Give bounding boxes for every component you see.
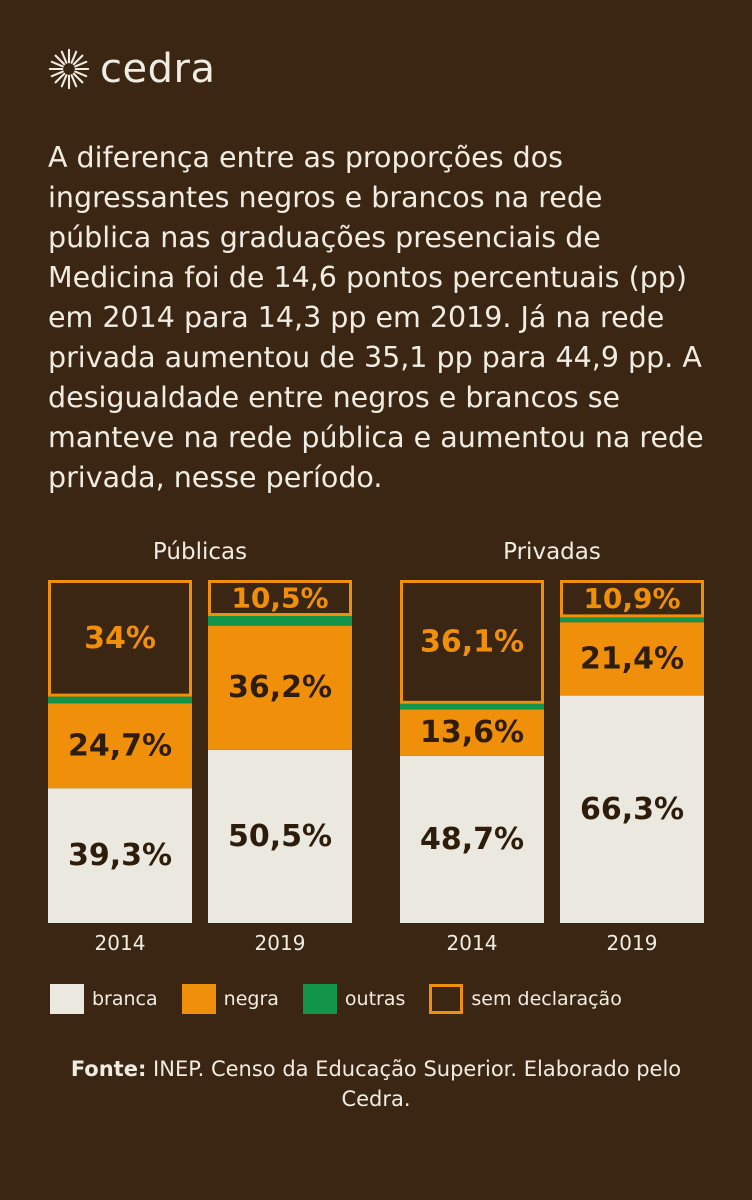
bar-segment-outras — [48, 696, 192, 704]
group-title: Privadas — [503, 539, 601, 565]
bar-segment-outras — [208, 616, 352, 626]
data-label-sem-declaracao: 34% — [84, 621, 156, 656]
legend-label: outras — [344, 988, 406, 1010]
source-note: Fonte: INEP. Censo da Educação Superior.… — [40, 1054, 712, 1114]
source-text: INEP. Censo da Educação Superior. Elabor… — [146, 1057, 682, 1111]
legend-item-outras: outras — [302, 984, 406, 1014]
legend-swatch-outras — [302, 984, 337, 1014]
data-label-negra: 36,2% — [228, 670, 332, 705]
data-label-negra: 24,7% — [68, 728, 172, 763]
data-label-sem-declaracao: 10,5% — [231, 582, 328, 615]
data-label-branca: 48,7% — [420, 822, 524, 857]
legend-item-branca: branca — [50, 984, 158, 1014]
stacked-bar-chart: Públicas 39,3% 24,7% 34% 2014 50,5% 36,2% 10,5%… — [48, 539, 704, 955]
bar-segment-sem-declaracao — [400, 580, 544, 704]
legend-label: branca — [92, 988, 158, 1010]
bar-segment-sem-declaracao — [208, 580, 352, 617]
bar-segment-negra — [48, 703, 192, 789]
data-label-branca: 50,5% — [228, 819, 332, 854]
x-tick-label: 2019 — [607, 931, 658, 955]
intro-paragraph: A diferença entre as proporções dos ingr… — [48, 141, 704, 494]
bar-segment-negra — [560, 622, 704, 696]
bar-segment-branca — [48, 788, 192, 923]
bar-segment-sem-declaracao — [48, 580, 192, 697]
bar-segment-outras — [400, 703, 544, 710]
data-label-branca: 66,3% — [580, 792, 684, 827]
legend-swatch-sem-declaracao — [429, 984, 464, 1014]
bar-segment-outras — [560, 617, 704, 623]
data-label-branca: 39,3% — [68, 838, 172, 873]
x-tick-label: 2014 — [95, 931, 146, 955]
bar-segment-sem-declaracao — [560, 580, 704, 618]
legend-item-sem-declaracao: sem declaração — [429, 984, 622, 1014]
legend-item-negra: negra — [181, 984, 279, 1014]
legend-swatch-branca — [50, 984, 84, 1014]
bar-segment-negra — [208, 625, 352, 750]
data-label-sem-declaracao: 36,1% — [420, 624, 524, 659]
bar-segment-branca — [400, 755, 544, 923]
legend-swatch-negra — [181, 984, 216, 1014]
bar-segment-branca — [560, 695, 704, 923]
legend: branca negra outras sem declaração — [50, 982, 632, 1016]
data-label-sem-declaracao: 10,9% — [583, 582, 680, 615]
data-label-negra: 13,6% — [420, 715, 524, 750]
bar-segment-branca — [208, 749, 352, 923]
data-label-negra: 21,4% — [580, 641, 684, 676]
legend-label: negra — [223, 988, 279, 1010]
brand-logo: cedra — [46, 44, 215, 94]
source-label: Fonte: — [70, 1057, 147, 1081]
x-tick-label: 2014 — [447, 931, 498, 955]
legend-label: sem declaração — [471, 988, 622, 1010]
brand-name: cedra — [100, 46, 216, 92]
x-tick-label: 2019 — [255, 931, 306, 955]
bar-segment-negra — [400, 709, 544, 756]
sun-icon — [48, 48, 90, 90]
group-title: Públicas — [153, 539, 247, 565]
